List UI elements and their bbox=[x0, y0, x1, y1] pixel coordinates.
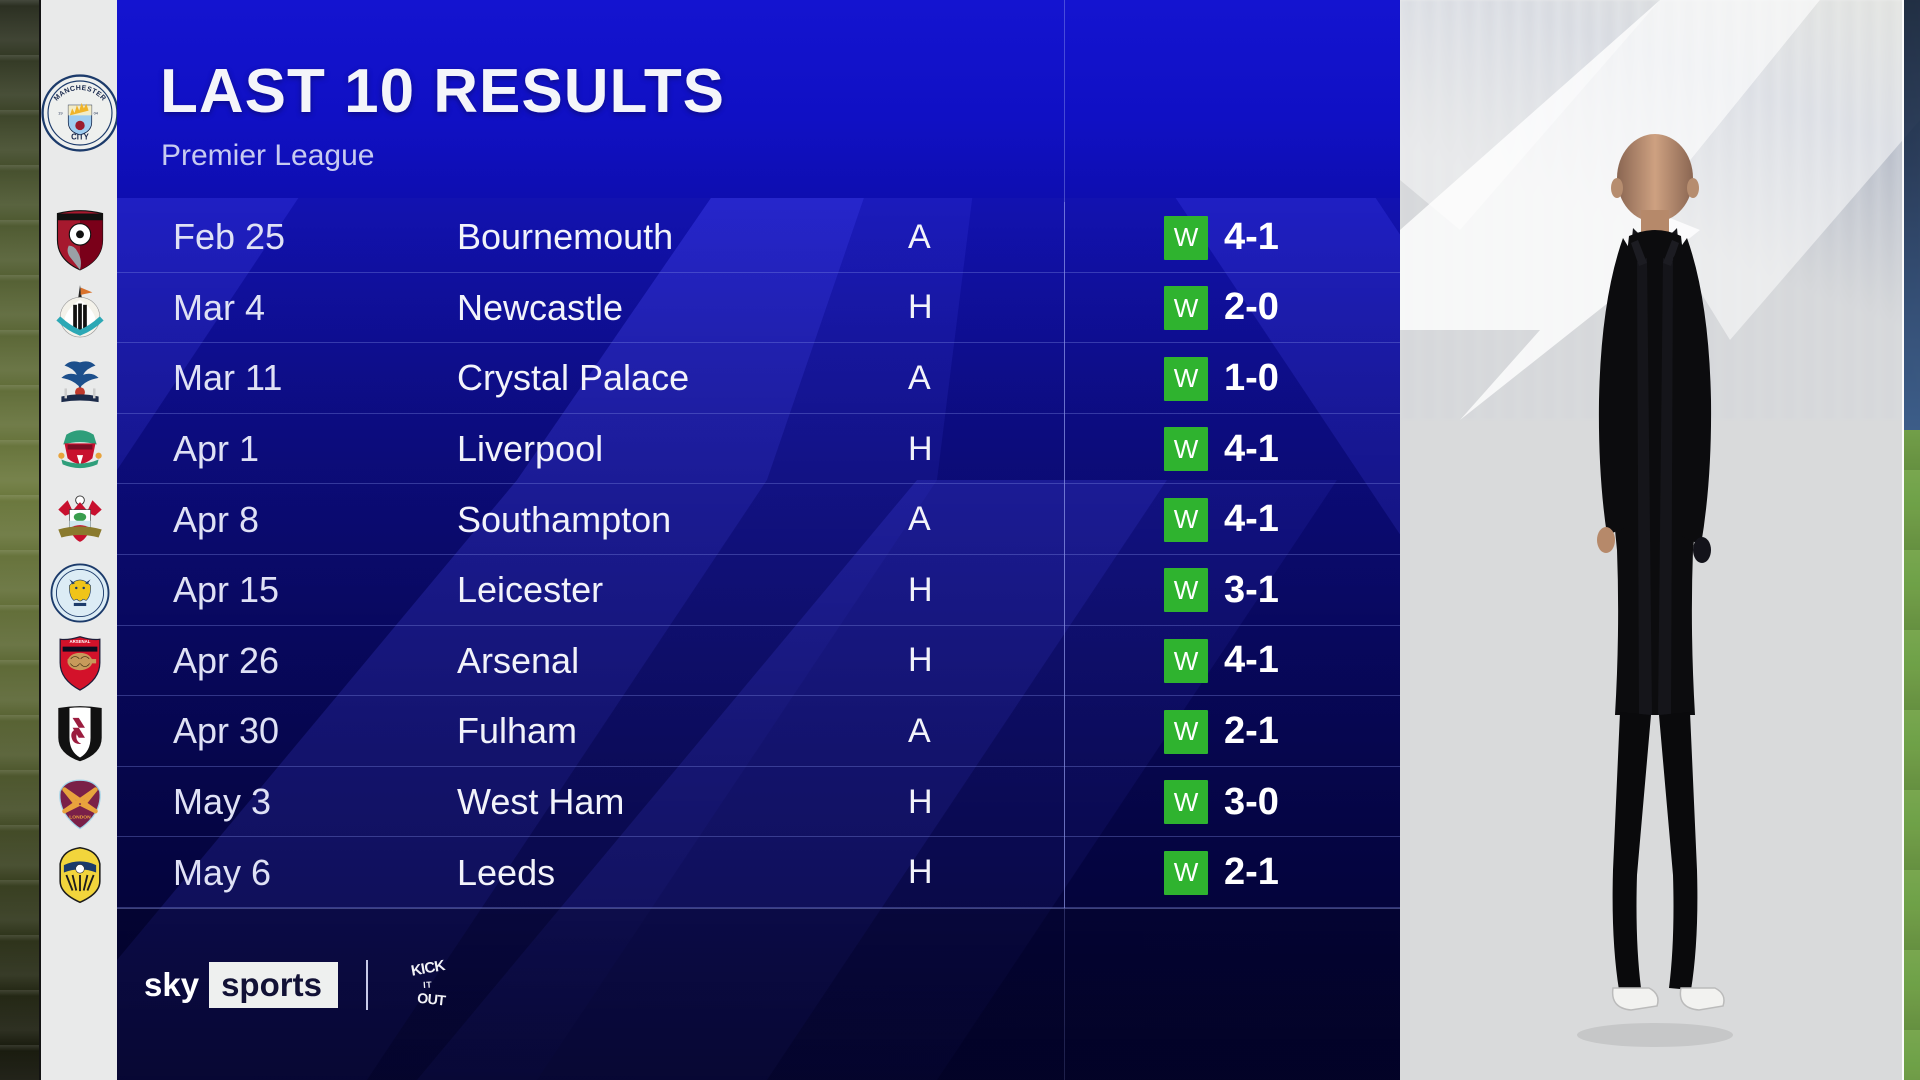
svg-text:19: 19 bbox=[58, 111, 62, 116]
svg-text:IT: IT bbox=[423, 979, 433, 990]
svg-text:KICK: KICK bbox=[410, 957, 447, 980]
svg-text:LONDON: LONDON bbox=[69, 814, 91, 820]
svg-text:ARSENAL: ARSENAL bbox=[70, 639, 91, 644]
svg-text:OUT: OUT bbox=[416, 991, 447, 1010]
